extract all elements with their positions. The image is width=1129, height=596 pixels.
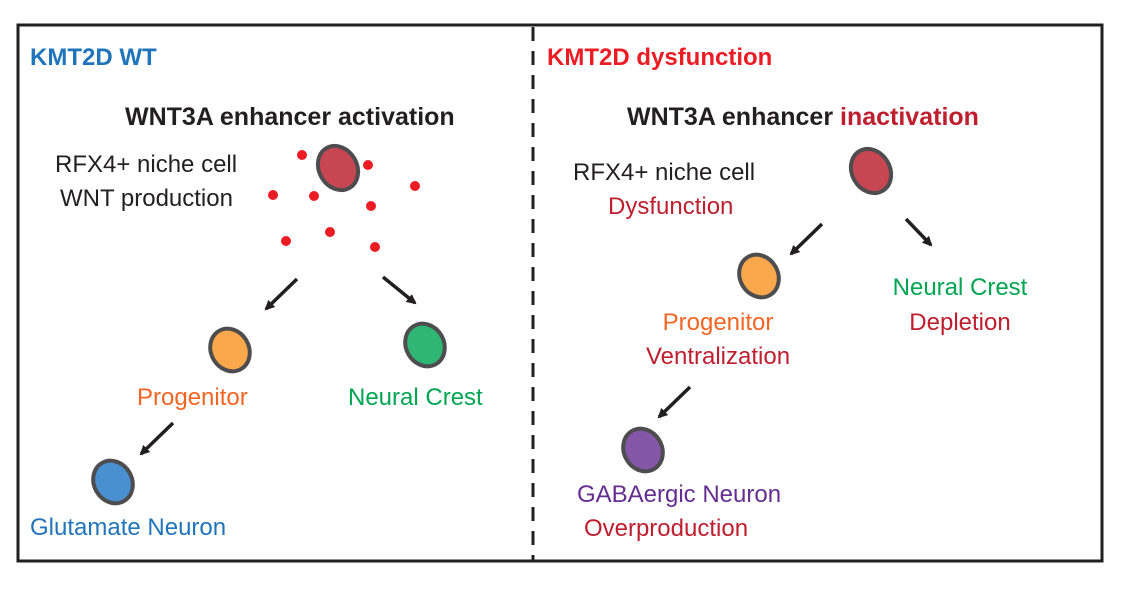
right-gaba-line1: GABAergic Neuron (577, 481, 781, 508)
right-crest-line2: Depletion (909, 309, 1010, 336)
arrow (381, 275, 417, 305)
left-niche-line2: WNT production (60, 185, 233, 212)
progenitor-cell (208, 326, 252, 374)
arrow (657, 385, 692, 419)
progenitor-cell (737, 252, 781, 300)
niche-cell (315, 143, 361, 193)
right-gaba-line2: Overproduction (584, 515, 748, 542)
arrow (139, 421, 175, 456)
wnt-dot (370, 242, 380, 252)
gaba-cell (621, 426, 665, 474)
right-progenitor-line2: Ventralization (646, 343, 790, 370)
wnt-dot (410, 181, 420, 191)
left-crest-label: Neural Crest (348, 384, 483, 411)
niche-cell (848, 146, 894, 196)
arrow (789, 222, 824, 256)
frame (16, 23, 1104, 563)
right-crest-line1: Neural Crest (893, 274, 1028, 301)
arrow (904, 217, 933, 247)
left-title: WNT3A enhancer activation (125, 103, 455, 131)
right-niche-line1: RFX4+ niche cell (573, 159, 755, 186)
neural-crest-cell (403, 321, 447, 369)
glutamate-cell (91, 458, 135, 506)
right-niche-line2: Dysfunction (608, 193, 733, 220)
right-title-part1: WNT3A enhancer (627, 103, 840, 131)
wnt-dot (281, 236, 291, 246)
arrow (264, 277, 299, 311)
left-heading: KMT2D WT (30, 44, 157, 71)
right-heading: KMT2D dysfunction (547, 44, 772, 71)
left-niche-line1: RFX4+ niche cell (55, 151, 237, 178)
wnt-dot (325, 227, 335, 237)
wnt-dots (268, 150, 420, 252)
wnt-dot (309, 191, 319, 201)
left-progenitor-label: Progenitor (137, 384, 248, 411)
right-title-part2: inactivation (840, 103, 979, 131)
right-title: WNT3A enhancer inactivation (627, 103, 979, 131)
wnt-dot (363, 160, 373, 170)
right-progenitor-line1: Progenitor (663, 309, 774, 336)
wnt-dot (268, 190, 278, 200)
left-glutamate-label: Glutamate Neuron (30, 514, 226, 541)
wnt-dot (297, 150, 307, 160)
wnt-dot (366, 201, 376, 211)
